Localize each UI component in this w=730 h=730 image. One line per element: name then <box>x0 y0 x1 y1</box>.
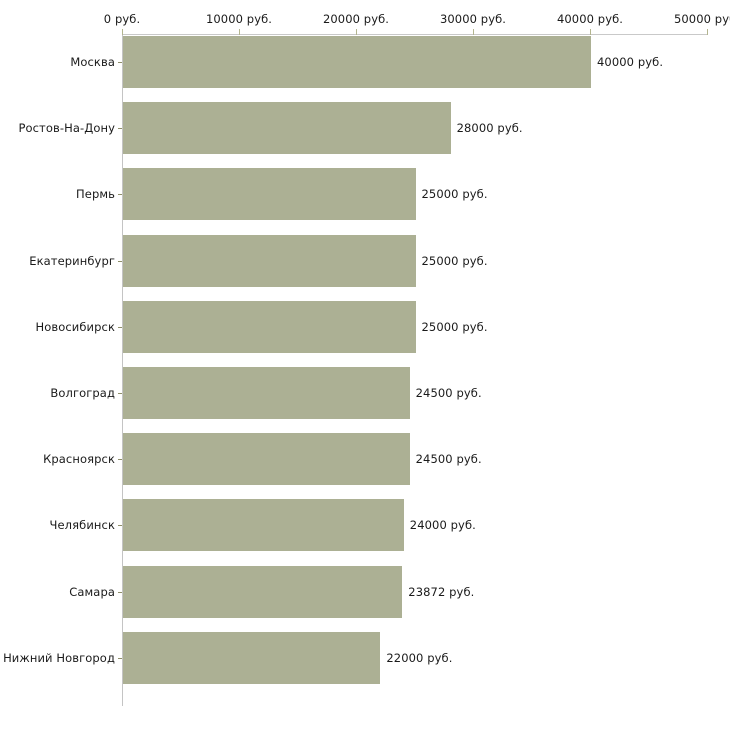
y-axis-category-label: Москва <box>70 55 115 69</box>
bar[interactable] <box>123 168 416 221</box>
y-axis-tick <box>118 260 122 262</box>
x-axis-tick-label: 40000 руб. <box>556 12 624 26</box>
y-axis-category-label: Волгоград <box>50 386 115 400</box>
bar-value-label: 23872 руб. <box>408 584 475 599</box>
y-axis-tick <box>118 128 122 130</box>
y-axis-tick <box>118 591 122 593</box>
x-axis-tick-label: 10000 руб. <box>205 12 273 26</box>
bar[interactable] <box>123 234 416 287</box>
y-axis-category-label: Челябинск <box>49 518 115 533</box>
bar[interactable] <box>123 433 410 486</box>
bar-value-label: 24500 руб. <box>415 386 482 400</box>
y-axis-tick <box>118 194 122 196</box>
y-axis-tick <box>118 393 122 394</box>
bar-value-label: 25000 руб. <box>421 319 488 334</box>
y-axis-tick <box>118 525 122 527</box>
bar-value-label: 25000 руб. <box>421 253 488 268</box>
y-axis-tick <box>118 459 122 461</box>
bar[interactable] <box>123 102 451 155</box>
x-axis-tick <box>590 29 591 35</box>
x-axis-tick <box>122 29 123 35</box>
bar[interactable] <box>123 36 591 88</box>
x-axis-line <box>122 34 708 35</box>
y-axis-tick <box>118 326 122 328</box>
x-axis-tick <box>707 29 708 35</box>
x-axis-tick-label: 30000 руб. <box>439 12 507 26</box>
bar[interactable] <box>123 631 381 684</box>
x-axis-tick <box>239 29 240 35</box>
bar-value-label: 25000 руб. <box>421 187 488 202</box>
y-axis-category-label: Екатеринбург <box>29 253 115 268</box>
bar[interactable] <box>123 565 403 618</box>
bar-value-label: 24000 руб. <box>409 518 476 533</box>
y-axis-category-label: Красноярск <box>43 452 115 467</box>
x-axis-tick-label: 20000 руб. <box>322 12 390 26</box>
y-axis-tick <box>118 657 122 659</box>
x-axis-tick <box>356 29 357 35</box>
y-axis-category-label: Ростов-На-Дону <box>18 121 115 136</box>
y-axis-category-label: Самара <box>69 584 115 599</box>
y-axis-category-label: Новосибирск <box>35 319 115 334</box>
y-axis-line <box>122 34 123 706</box>
x-axis-tick <box>473 29 474 35</box>
y-axis-category-label: Нижний Новгород <box>3 650 115 665</box>
bar[interactable] <box>123 300 416 353</box>
bar[interactable] <box>123 367 410 419</box>
bar-value-label: 28000 руб. <box>456 121 523 136</box>
x-axis-tick-label: 0 руб. <box>103 12 141 26</box>
bar-value-label: 40000 руб. <box>597 55 664 69</box>
bar-value-label: 24500 руб. <box>415 452 482 467</box>
x-axis-tick-label: 50000 руб. <box>673 12 730 26</box>
y-axis-category-label: Пермь <box>76 187 115 202</box>
y-axis-tick <box>118 62 122 63</box>
bar[interactable] <box>123 499 404 552</box>
bar-value-label: 22000 руб. <box>386 650 453 665</box>
